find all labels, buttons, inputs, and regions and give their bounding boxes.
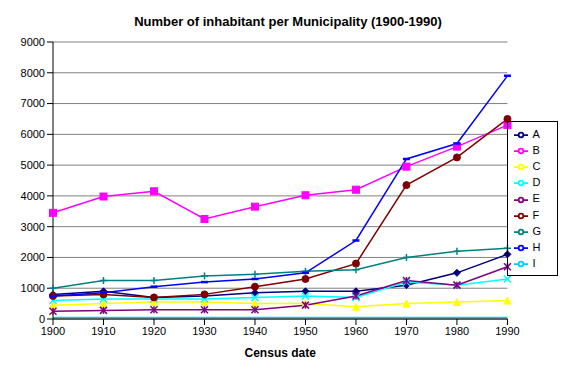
svg-text:8000: 8000 bbox=[21, 67, 45, 79]
html-text:G: G bbox=[532, 224, 541, 237]
svg-text:6000: 6000 bbox=[21, 128, 45, 140]
svg-text:1960: 1960 bbox=[344, 325, 368, 337]
svg-text:0: 0 bbox=[39, 313, 45, 325]
svg-text:1930: 1930 bbox=[192, 325, 216, 337]
svg-text:1000: 1000 bbox=[21, 282, 45, 294]
html-text:B: B bbox=[532, 144, 540, 157]
svg-text:2000: 2000 bbox=[21, 251, 45, 263]
html-text:H: H bbox=[532, 240, 541, 253]
html-text:F: F bbox=[532, 208, 540, 221]
html-text:Number of inhabitant per Munic: Number of inhabitant per Municipality (1… bbox=[134, 14, 442, 29]
html-text:A: A bbox=[532, 128, 540, 141]
svg-text:1990: 1990 bbox=[495, 325, 519, 337]
html-text:I: I bbox=[532, 256, 536, 269]
html-text:E: E bbox=[532, 192, 540, 205]
html-text:C: C bbox=[532, 160, 541, 173]
svg-text:1920: 1920 bbox=[142, 325, 166, 337]
svg-text:1910: 1910 bbox=[91, 325, 115, 337]
svg-text:1980: 1980 bbox=[445, 325, 469, 337]
svg-text:1950: 1950 bbox=[293, 325, 317, 337]
svg-text:3000: 3000 bbox=[21, 221, 45, 233]
svg-text:1900: 1900 bbox=[41, 325, 65, 337]
svg-text:7000: 7000 bbox=[21, 97, 45, 109]
svg-text:1940: 1940 bbox=[243, 325, 267, 337]
svg-text:5000: 5000 bbox=[21, 159, 45, 171]
svg-text:Census date: Census date bbox=[245, 346, 317, 360]
html-text:D: D bbox=[532, 176, 541, 189]
svg-text:9000: 9000 bbox=[21, 36, 45, 48]
svg-text:1970: 1970 bbox=[394, 325, 418, 337]
svg-text:4000: 4000 bbox=[21, 190, 45, 202]
